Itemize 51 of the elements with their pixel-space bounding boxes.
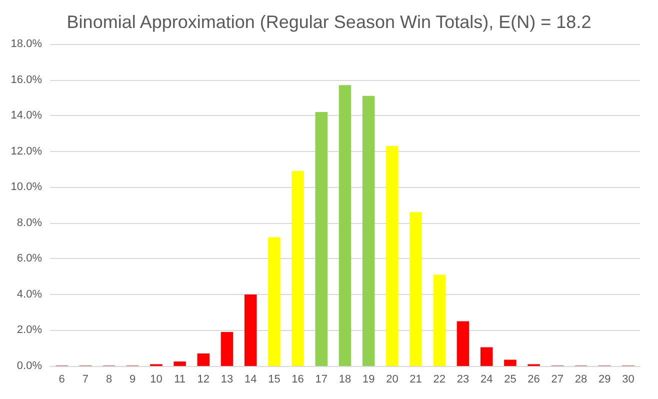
x-tick-label: 24	[480, 374, 493, 386]
x-tick-label: 8	[106, 374, 112, 386]
y-tick-label: 2.0%	[16, 324, 42, 336]
x-tick-label: 23	[456, 374, 470, 386]
x-tick-label: 7	[82, 374, 88, 386]
x-tick-label: 25	[504, 374, 516, 386]
y-tick-label: 0.0%	[16, 360, 42, 372]
y-tick-label: 8.0%	[16, 216, 42, 229]
bar	[315, 112, 328, 366]
x-tick-label: 29	[598, 374, 611, 386]
y-tick-label: 6.0%	[16, 252, 42, 265]
bar	[504, 360, 516, 366]
x-tick-label: 26	[528, 374, 540, 386]
bar	[220, 332, 234, 366]
y-tick-label: 12.0%	[10, 145, 42, 158]
bar	[292, 171, 304, 366]
x-tick-label: 18	[338, 374, 352, 386]
x-tick-label: 19	[362, 374, 375, 386]
x-tick-label: 17	[315, 374, 328, 386]
bar	[174, 362, 186, 366]
x-tick-label: 21	[410, 374, 422, 386]
x-tick-label: 30	[622, 374, 634, 386]
y-tick-label: 4.0%	[16, 288, 42, 300]
bar	[338, 85, 352, 366]
x-tick-label: 15	[268, 374, 280, 386]
x-tick-label: 20	[386, 374, 398, 386]
y-tick-label: 18.0%	[10, 38, 42, 50]
bar	[362, 96, 375, 366]
bar	[410, 212, 422, 366]
bar	[386, 146, 398, 366]
bar	[456, 321, 470, 366]
bar	[480, 347, 493, 366]
x-tick-label: 12	[197, 374, 210, 386]
y-tick-label: 16.0%	[10, 74, 42, 86]
bar	[197, 353, 210, 366]
bar	[433, 274, 446, 366]
x-tick-label: 11	[174, 374, 186, 386]
x-tick-label: 28	[574, 374, 588, 386]
bar	[244, 294, 257, 366]
x-tick-label: 16	[292, 374, 304, 386]
y-tick-label: 14.0%	[10, 110, 42, 122]
x-tick-label: 22	[433, 374, 446, 386]
x-tick-label: 13	[220, 374, 234, 386]
x-tick-label: 27	[551, 374, 564, 386]
y-tick-label: 10.0%	[10, 181, 42, 194]
x-tick-label: 10	[150, 374, 162, 386]
x-tick-label: 14	[244, 374, 257, 386]
x-tick-label: 9	[130, 374, 136, 386]
bar	[268, 237, 280, 366]
x-tick-label: 6	[58, 374, 65, 386]
chart-title: Binomial Approximation (Regular Season Win Totals), E(N) = 18.2	[66, 12, 592, 32]
